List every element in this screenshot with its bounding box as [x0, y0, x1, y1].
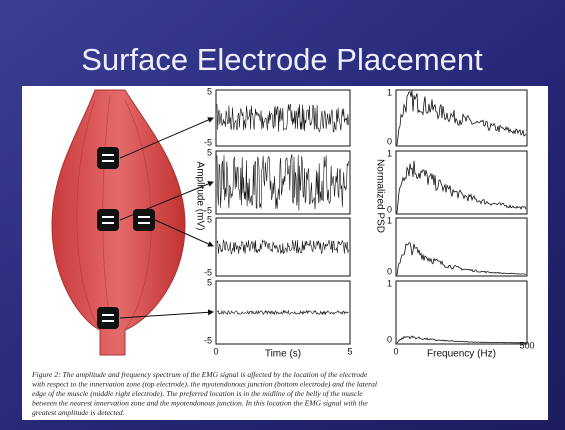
x-tick-label: 0 — [393, 346, 398, 356]
caption-line: Figure 2: The amplitude and frequency sp… — [31, 370, 368, 379]
y-tick-label: 5 — [207, 214, 212, 224]
y-tick-label: 1 — [387, 215, 392, 225]
psd-panel — [396, 151, 527, 214]
caption-line: with respect to the innervation zone (to… — [32, 379, 377, 388]
y-tick-label: 1 — [387, 278, 392, 288]
y-tick-label: 0 — [387, 334, 392, 344]
y-tick-label: -5 — [204, 137, 212, 147]
y-tick-label: 0 — [387, 266, 392, 276]
x-tick-label: 500 — [519, 340, 534, 350]
y-tick-label: 0 — [387, 136, 392, 146]
electrode — [97, 209, 119, 231]
psd-panel — [396, 281, 527, 344]
y-tick-label: 1 — [387, 148, 392, 158]
caption-line: between the nearest innervation zone and… — [32, 398, 368, 407]
caption-line: edge of the muscle (middle right electro… — [32, 389, 363, 398]
y-tick-label: -5 — [204, 267, 212, 277]
y-tick-label: -5 — [204, 335, 212, 345]
caption-line: greatest amplitude is detected. — [32, 408, 125, 417]
y-axis-label: Normalized PSD — [374, 159, 385, 233]
x-axis-label: Frequency (Hz) — [427, 349, 496, 360]
electrode — [97, 307, 119, 329]
x-tick-label: 5 — [347, 346, 352, 356]
slide: Surface Electrode Placement 5-5105-5105-… — [0, 0, 565, 430]
slide-title: Surface Electrode Placement — [81, 42, 483, 77]
y-tick-label: 5 — [207, 277, 212, 287]
electrode — [133, 209, 155, 231]
x-tick-label: 0 — [213, 346, 218, 356]
psd-panel — [396, 218, 527, 276]
y-tick-label: 0 — [387, 204, 392, 214]
y-axis-label: Amplitude (mV) — [194, 162, 205, 231]
y-tick-label: 1 — [387, 87, 392, 97]
y-tick-label: 5 — [207, 147, 212, 157]
page: {"title": "Surface Electrode Placement",… — [0, 0, 565, 430]
electrode — [97, 147, 119, 169]
y-tick-label: 5 — [207, 86, 212, 96]
x-axis-label: Time (s) — [265, 349, 301, 360]
